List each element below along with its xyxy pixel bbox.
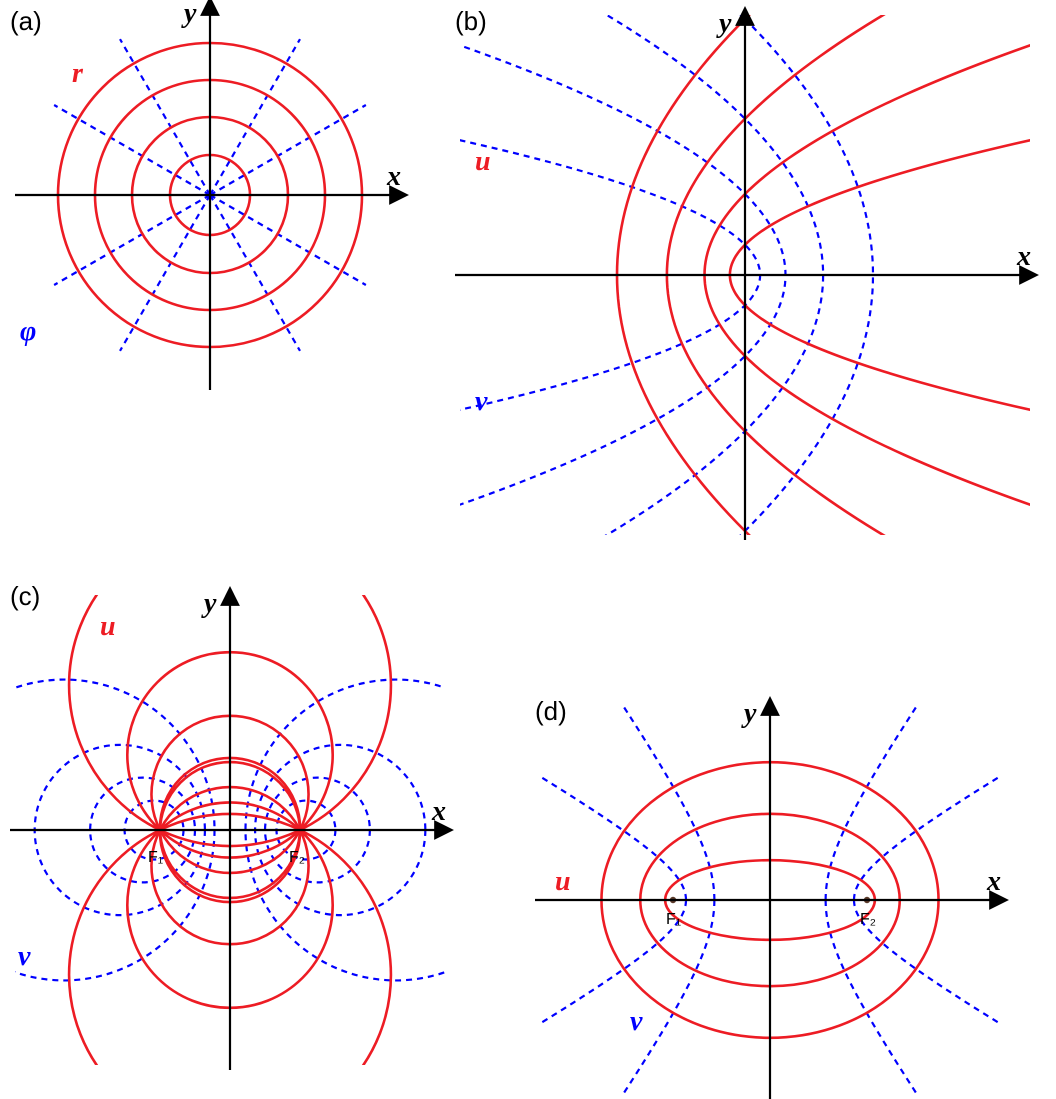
- panel-label: (b): [455, 6, 487, 36]
- u-parabola: [667, 0, 1005, 600]
- panel-b-curves: [422, 0, 1056, 691]
- v-parabola: [485, 0, 823, 600]
- v-label: v: [475, 386, 488, 417]
- focus-label: F₁: [666, 911, 681, 928]
- v-hyperbola: [461, 900, 715, 1099]
- panel-label: (a): [10, 6, 42, 36]
- v-label: v: [630, 1006, 643, 1037]
- focus-label: F₁: [148, 849, 163, 866]
- x-axis-label: x: [386, 161, 401, 192]
- v-hyperbola: [826, 900, 1056, 1099]
- focus-label: F₂: [860, 911, 876, 928]
- u-label: u: [475, 146, 491, 177]
- v-hyperbola: [854, 900, 1056, 1099]
- y-axis-label: y: [181, 0, 197, 29]
- panel-c-curves: [0, 524, 546, 1099]
- y-axis-label: y: [201, 588, 217, 619]
- v-label: v: [18, 941, 31, 972]
- figure-svg: x y r φ (a) x y u v (b) x y u v F₁ F₂ (c) x y u v F₁ F₂ (d): [0, 0, 1056, 1099]
- y-axis-label: y: [716, 8, 732, 39]
- u-parabola: [617, 0, 955, 691]
- y-axis-label: y: [741, 698, 757, 729]
- panel-label: (c): [10, 581, 40, 611]
- x-axis-label: x: [431, 796, 446, 827]
- v-hyperbola: [461, 466, 715, 900]
- r-label: r: [72, 58, 84, 89]
- phi-label: φ: [20, 316, 36, 347]
- figure-wrap: x y r φ (a) x y u v (b) x y u v F₁ F₂ (c) x y u v F₁ F₂ (d): [0, 0, 1056, 1099]
- panel-label: (d): [535, 696, 567, 726]
- v-hyperbola: [303, 900, 686, 1099]
- x-axis-label: x: [1016, 241, 1031, 272]
- x-axis-label: x: [986, 866, 1001, 897]
- v-hyperbola: [826, 466, 1056, 900]
- u-label: u: [100, 611, 116, 642]
- panel-d-curves: [303, 466, 1056, 1099]
- v-hyperbola: [303, 635, 686, 900]
- u-label: u: [555, 866, 571, 897]
- focus-label: F₂: [289, 849, 305, 866]
- v-parabola: [535, 0, 873, 691]
